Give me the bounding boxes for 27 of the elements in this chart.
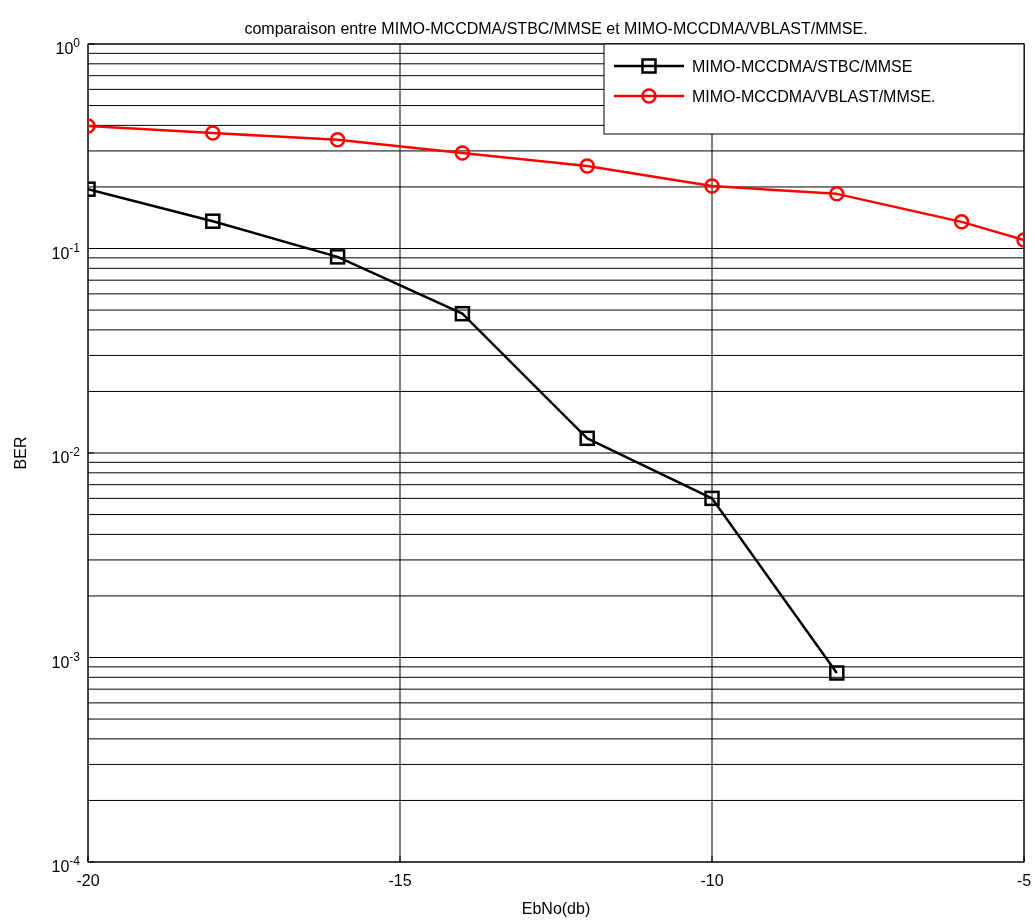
point xyxy=(704,490,720,507)
point xyxy=(579,158,595,174)
x-axis-title: EbNo(db) xyxy=(521,900,591,917)
y-axis-title: BER xyxy=(12,436,29,470)
point xyxy=(704,178,720,194)
point xyxy=(829,665,845,681)
y-tick-label: 10$^{0}$ xyxy=(55,36,81,57)
chart-title: comparaison entre MIMO-MCCDMA/STBC/MMSE et MIMO-MCCDMA/VBLAST/MMSE. xyxy=(244,20,868,37)
y-tick-label: 10$^{-2}$ xyxy=(51,445,81,466)
point xyxy=(329,132,346,148)
x-tick-label: -5 xyxy=(1016,872,1032,889)
legend-label: MIMO-MCCDMA/VBLAST/MMSE. xyxy=(692,88,936,105)
point xyxy=(454,305,471,322)
x-tick-label: -15 xyxy=(388,872,412,889)
y-tick-label: 10$^{-3}$ xyxy=(51,649,81,671)
point xyxy=(205,213,221,229)
point xyxy=(579,430,595,447)
legend-label: MIMO-MCCDMA/STBC/MMSE xyxy=(692,58,913,75)
x-tick-label: -10 xyxy=(700,872,724,889)
point xyxy=(829,186,845,202)
y-tick-label: 10$^{-1}$ xyxy=(51,240,81,262)
point xyxy=(329,249,346,265)
point xyxy=(454,145,471,161)
point xyxy=(205,125,221,141)
x-tick-label: -20 xyxy=(76,872,100,889)
y-tick-label: 10$^{-4}$ xyxy=(51,854,81,875)
point xyxy=(953,214,970,230)
